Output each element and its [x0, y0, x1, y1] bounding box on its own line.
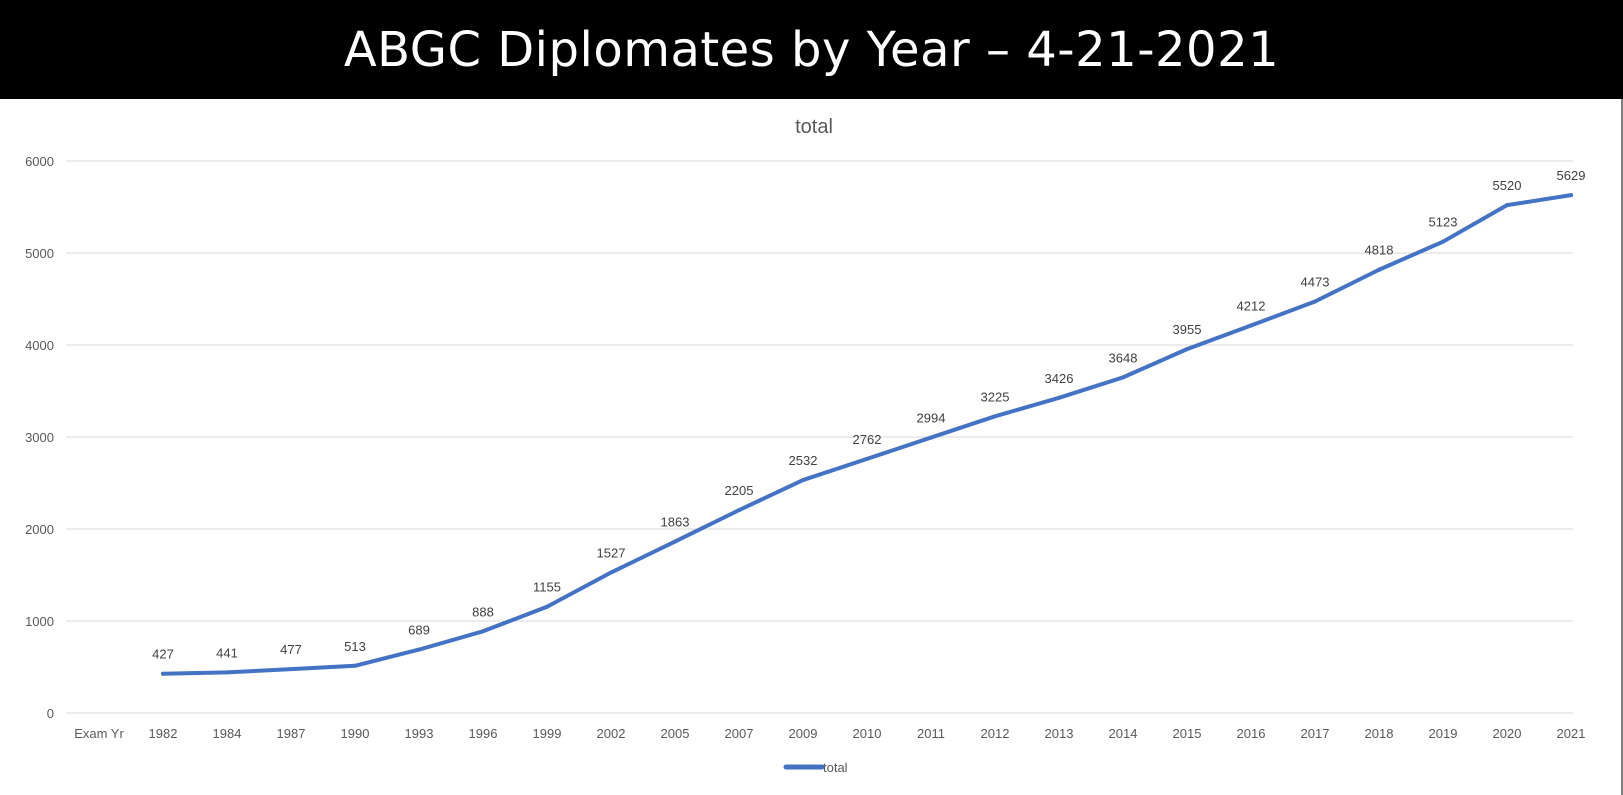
data-point	[417, 647, 421, 652]
x-tick-label: 2019	[1429, 726, 1458, 741]
slide-title: ABGC Diplomates by Year – 4-21-2021	[343, 21, 1280, 78]
x-tick-label: 2015	[1173, 726, 1202, 741]
y-tick-label: 1000	[25, 614, 54, 629]
data-label: 4818	[1365, 243, 1394, 258]
x-tick-label: 2009	[789, 726, 818, 741]
x-tick-label: 1990	[341, 726, 370, 741]
x-tick-label: 1996	[469, 726, 498, 741]
x-tick-label: 2007	[725, 726, 754, 741]
data-label: 3225	[981, 389, 1010, 404]
data-label: 5629	[1557, 168, 1586, 183]
data-label: 477	[280, 642, 302, 657]
y-tick-label: 5000	[25, 246, 54, 261]
x-axis-tick-labels: Exam Yr 1982 1984 1987 1990 1993 1996 1999 2002 2…	[74, 726, 1585, 741]
data-label: 4473	[1301, 274, 1330, 289]
y-axis-tick-labels: 0 1000 2000 3000 4000 5000 6000	[25, 154, 54, 721]
x-tick-label: 1999	[533, 726, 562, 741]
data-point	[545, 604, 549, 609]
data-label: 2205	[725, 483, 754, 498]
data-point	[225, 670, 229, 675]
data-label: 1155	[533, 580, 561, 595]
x-tick-label: Exam Yr	[74, 726, 124, 741]
x-tick-label: 2005	[661, 726, 690, 741]
data-point	[481, 629, 485, 634]
data-point	[1441, 239, 1445, 244]
x-tick-label: 2020	[1493, 726, 1522, 741]
x-tick-label: 1984	[213, 726, 242, 741]
y-tick-label: 0	[47, 706, 54, 721]
y-tick-label: 2000	[25, 522, 54, 537]
data-point	[673, 539, 677, 544]
data-label: 513	[344, 639, 366, 654]
data-point	[289, 667, 293, 672]
x-tick-label: 2010	[853, 726, 882, 741]
data-point	[609, 570, 613, 575]
legend-label-total: total	[823, 760, 848, 775]
data-label: 3426	[1045, 371, 1074, 386]
data-point	[929, 435, 933, 440]
data-point	[1313, 299, 1317, 304]
y-tick-label: 6000	[25, 154, 54, 169]
data-label: 5520	[1493, 178, 1522, 193]
data-label: 689	[408, 623, 430, 638]
legend: total	[783, 760, 848, 775]
data-point	[865, 456, 869, 461]
data-label: 441	[216, 645, 238, 660]
x-tick-label: 2016	[1237, 726, 1266, 741]
x-tick-label: 2002	[597, 726, 626, 741]
data-label: 2532	[789, 453, 818, 468]
x-tick-label: 2011	[917, 726, 945, 741]
x-tick-label: 2012	[981, 726, 1010, 741]
title-banner: ABGC Diplomates by Year – 4-21-2021	[0, 0, 1623, 99]
data-label: 2762	[853, 432, 882, 447]
data-point	[993, 414, 997, 419]
x-tick-label: 2021	[1557, 726, 1586, 741]
gridlines	[66, 160, 1573, 714]
series-total	[161, 193, 1573, 676]
data-label: 5123	[1429, 215, 1458, 230]
y-tick-label: 4000	[25, 338, 54, 353]
x-tick-label: 2018	[1365, 726, 1394, 741]
data-point	[161, 671, 165, 676]
data-label: 3648	[1109, 350, 1138, 365]
data-label: 4212	[1237, 298, 1266, 313]
x-tick-label: 1982	[149, 726, 178, 741]
data-point	[353, 663, 357, 668]
data-point	[1185, 347, 1189, 352]
data-point	[1377, 267, 1381, 272]
data-label: 1527	[597, 546, 626, 561]
data-point	[1505, 203, 1509, 208]
y-tick-label: 3000	[25, 430, 54, 445]
data-point	[1057, 395, 1061, 400]
data-point	[1249, 323, 1253, 328]
data-point	[801, 478, 805, 483]
data-point	[1569, 193, 1573, 198]
data-label: 427	[152, 647, 174, 662]
data-label: 2994	[917, 411, 946, 426]
x-tick-label: 2014	[1109, 726, 1138, 741]
data-label: 888	[472, 604, 494, 619]
data-label: 1863	[661, 515, 690, 530]
x-tick-label: 1993	[405, 726, 434, 741]
chart-svg: total 0 1000 2000 3000 4000 5000 6000 Exam Yr 1…	[25, 116, 1585, 775]
chart-title: total	[795, 116, 833, 138]
line-chart: total 0 1000 2000 3000 4000 5000 6000 Exam Yr 1…	[0, 99, 1621, 795]
x-tick-label: 2017	[1301, 726, 1330, 741]
x-tick-label: 2013	[1045, 726, 1074, 741]
data-labels: 427 441 477 513 689 888 1155 1527 1863 2205 2532 27…	[152, 168, 1585, 662]
data-point	[1121, 375, 1125, 380]
data-point	[737, 508, 741, 513]
data-label: 3955	[1173, 322, 1202, 337]
x-tick-label: 1987	[277, 726, 306, 741]
slide-edge-divider	[1621, 99, 1623, 795]
